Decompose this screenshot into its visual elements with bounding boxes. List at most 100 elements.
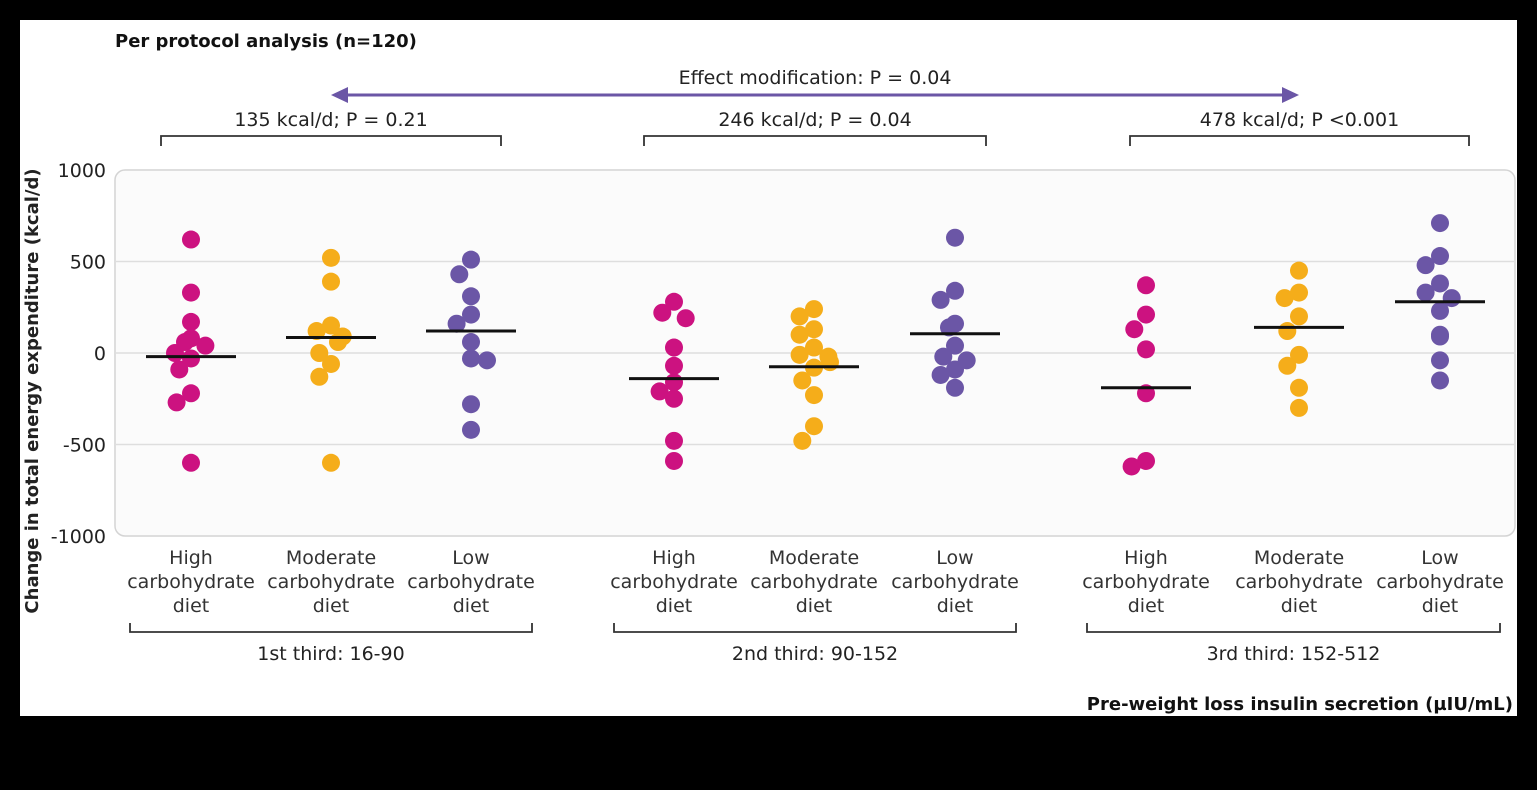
category-label: High	[652, 547, 696, 569]
category-label: Moderate	[1254, 547, 1344, 569]
data-point-moderate	[307, 322, 326, 341]
data-point-low	[1431, 214, 1449, 233]
data-point-low	[1431, 274, 1449, 293]
data-point-moderate	[310, 367, 329, 386]
category-label: High	[1124, 547, 1168, 569]
data-point-low	[931, 365, 950, 384]
mean-lines	[146, 300, 1485, 390]
data-point-low	[1431, 247, 1449, 266]
y-tick-label: 1000	[58, 160, 106, 182]
data-point-moderate	[1275, 289, 1294, 308]
category-label: diet	[656, 595, 692, 617]
group-bracket	[129, 623, 533, 633]
data-point-moderate	[322, 316, 340, 335]
y-tick-label: 500	[70, 252, 106, 274]
data-point-high	[182, 349, 200, 368]
y-tick-labels: 1000 500 0 -500 -1000	[51, 160, 106, 548]
data-point-high	[650, 382, 669, 401]
data-point-low	[462, 333, 480, 352]
data-point-moderate	[1290, 307, 1308, 326]
category-label: diet	[1281, 595, 1317, 617]
data-point-moderate	[805, 300, 823, 319]
data-point-high	[182, 312, 200, 331]
data-point-high	[665, 389, 683, 408]
data-point-low	[1431, 371, 1449, 390]
data-point-moderate	[322, 453, 340, 472]
data-point-high	[665, 338, 683, 357]
data-point-moderate	[793, 431, 812, 450]
data-point-moderate	[322, 248, 340, 267]
data-point-high	[1137, 276, 1155, 295]
y-axis-title: Change in total energy expenditure (kcal…	[22, 168, 43, 613]
data-point-moderate	[322, 272, 340, 291]
data-point-high	[182, 384, 200, 403]
category-label: High	[169, 547, 213, 569]
data-point-high	[166, 344, 184, 362]
group-bracket	[613, 623, 1017, 633]
data-point-moderate	[805, 338, 823, 357]
group-label: 2nd third: 90-152	[732, 643, 898, 665]
category-label: carbohydrate	[610, 571, 738, 593]
data-point-moderate	[790, 345, 809, 364]
data-point-moderate	[1278, 356, 1297, 375]
category-label: diet	[453, 595, 489, 617]
comparison-label: 478 kcal/d; P <0.001	[1200, 109, 1399, 131]
category-label: diet	[796, 595, 832, 617]
data-point-high	[182, 453, 200, 472]
data-point-low	[462, 349, 480, 368]
data-point-low	[934, 347, 953, 366]
data-point-high	[196, 336, 215, 355]
data-point-low	[1431, 351, 1449, 370]
data-point-low	[940, 318, 958, 337]
chart-title: Per protocol analysis (n=120)	[115, 31, 417, 52]
group-label: 3rd third: 152-512	[1207, 643, 1381, 665]
data-point-moderate	[821, 353, 839, 372]
data-point-low	[462, 305, 480, 324]
y-tick-label: -1000	[51, 526, 106, 548]
data-point-moderate	[1290, 398, 1308, 417]
arrowhead-right-icon	[1282, 87, 1299, 103]
data-point-moderate	[790, 307, 809, 326]
category-label: diet	[313, 595, 349, 617]
data-point-high	[1137, 340, 1155, 359]
annotations: 135 kcal/d; P = 0.21 246 kcal/d; P = 0.04…	[160, 87, 1470, 146]
data-point-high	[182, 283, 200, 302]
category-label: carbohydrate	[1235, 571, 1363, 593]
comparison-label: 246 kcal/d; P = 0.04	[718, 109, 911, 131]
data-point-low	[946, 228, 964, 247]
category-label: carbohydrate	[891, 571, 1019, 593]
category-label: carbohydrate	[407, 571, 535, 593]
category-label: Low	[452, 547, 489, 569]
comparison-bracket	[160, 135, 502, 146]
data-point-low	[931, 290, 950, 309]
data-point-high	[1137, 305, 1155, 324]
category-label: diet	[937, 595, 973, 617]
data-point-moderate	[1290, 345, 1308, 364]
data-point-high	[1125, 320, 1144, 339]
data-points	[166, 214, 1461, 476]
category-label: carbohydrate	[127, 571, 255, 593]
data-point-low	[946, 281, 964, 300]
data-point-high	[167, 393, 186, 412]
data-point-high	[170, 360, 189, 379]
data-point-low	[450, 265, 469, 284]
data-point-low	[1416, 256, 1435, 275]
data-point-low	[462, 395, 480, 414]
data-point-moderate	[1290, 283, 1308, 302]
category-label: diet	[1128, 595, 1164, 617]
group-label: 1st third: 16-90	[257, 643, 404, 665]
data-point-low	[1416, 283, 1435, 302]
data-point-low	[462, 250, 480, 269]
category-label: carbohydrate	[267, 571, 395, 593]
data-point-high	[653, 303, 672, 322]
data-point-low	[462, 287, 480, 306]
comparison-bracket	[1129, 135, 1470, 146]
category-label: Low	[1421, 547, 1458, 569]
data-point-moderate	[329, 333, 347, 352]
data-point-high	[665, 292, 683, 311]
data-point-high	[665, 356, 683, 375]
data-point-moderate	[805, 320, 823, 339]
data-point-high	[665, 451, 683, 470]
